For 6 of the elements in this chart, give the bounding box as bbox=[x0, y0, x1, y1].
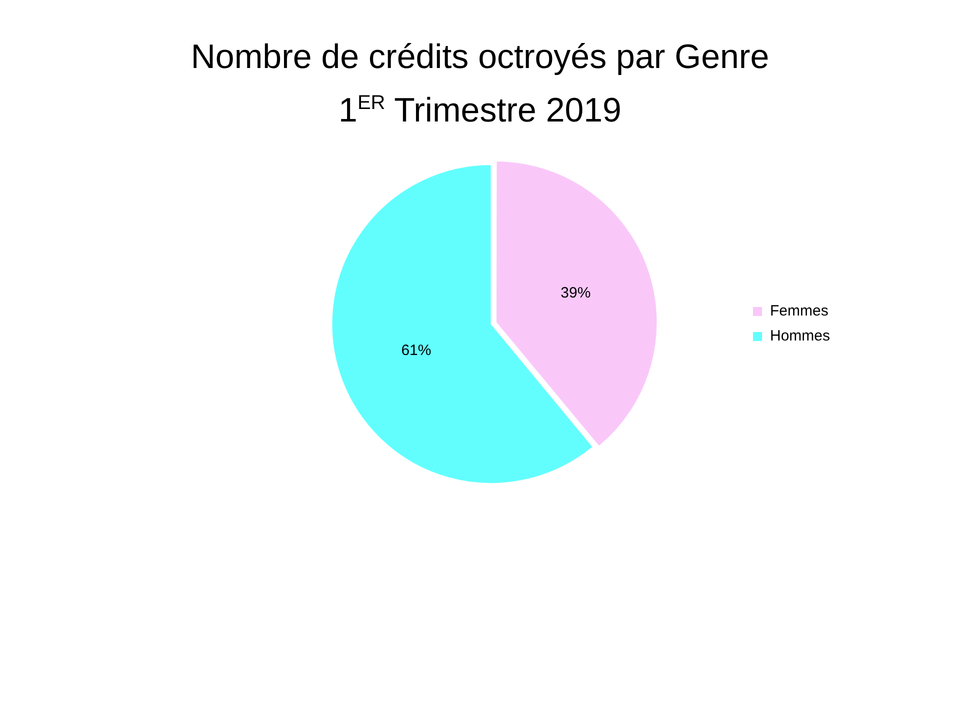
chart-title: Nombre de crédits octroyés par Genre bbox=[190, 37, 770, 78]
data-label: 39% bbox=[560, 284, 591, 302]
data-label: 61% bbox=[401, 342, 432, 360]
legend-label: Femmes bbox=[770, 302, 828, 320]
legend-label: Hommes bbox=[770, 328, 830, 345]
chart-subtitle: 1$^{ER}$ Trimestre 2019 bbox=[338, 90, 622, 132]
